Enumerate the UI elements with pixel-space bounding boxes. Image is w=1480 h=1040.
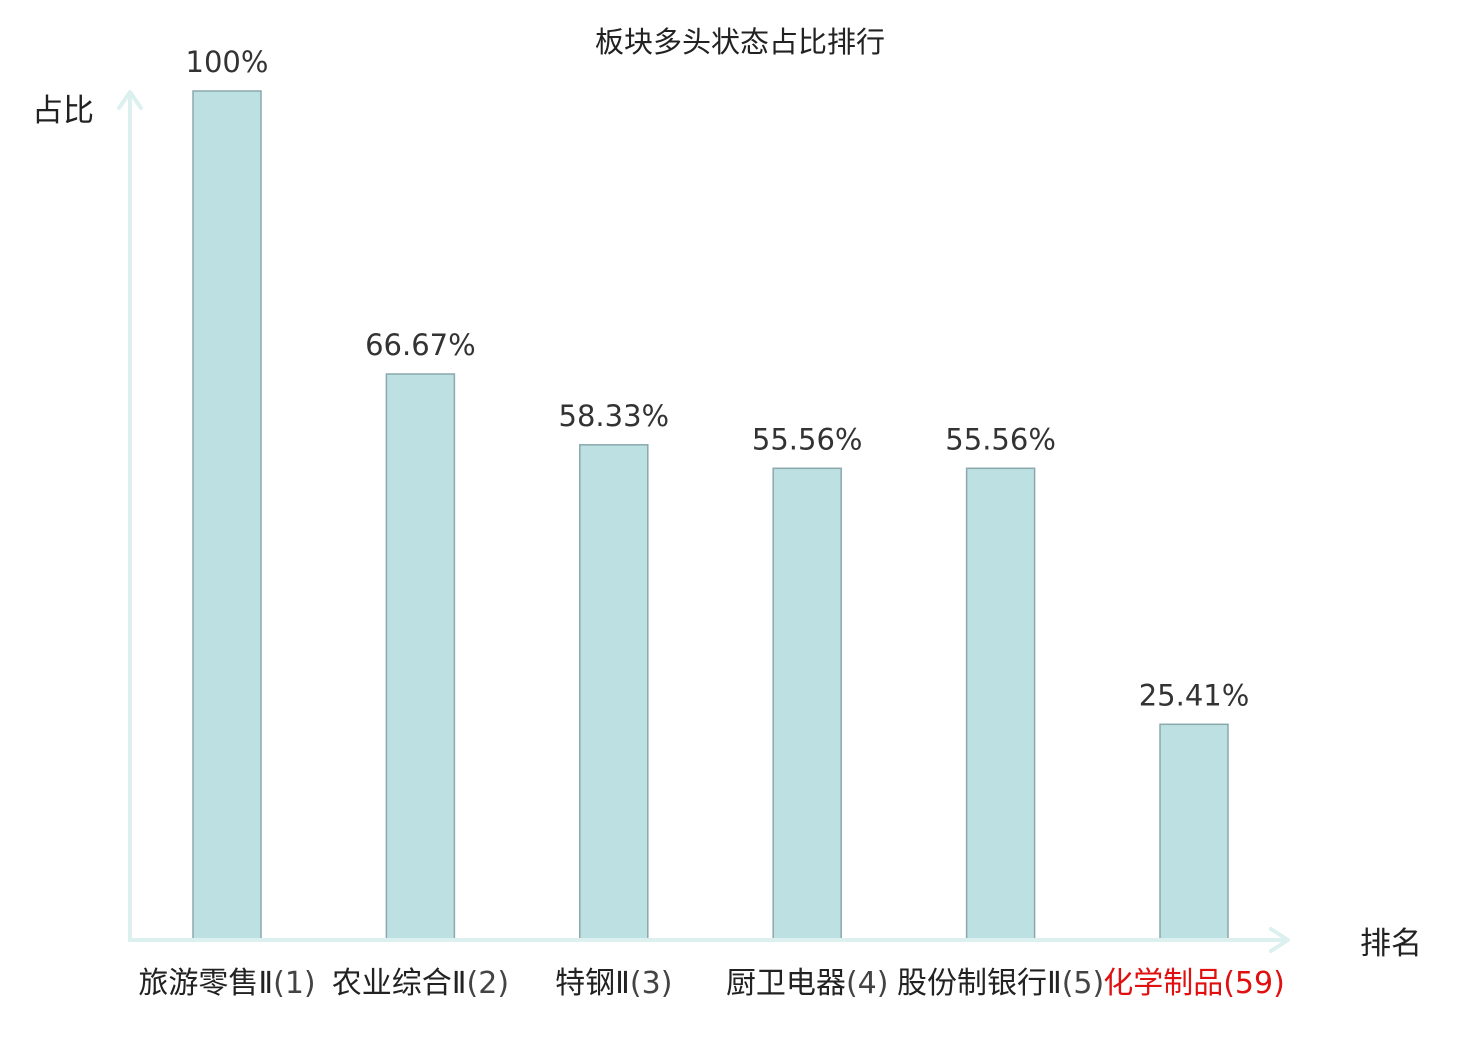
- bar-5: [965, 467, 1036, 941]
- x-tick-label-4: 厨卫电器(4): [726, 966, 889, 1001]
- axes-group: [117, 90, 1290, 953]
- value-label-1: 100%: [186, 45, 269, 79]
- value-label-4: 55.56%: [752, 422, 863, 456]
- x-axis-arrow-icon: [1269, 927, 1290, 953]
- x-tick-label-2: 农业综合Ⅱ(2): [332, 966, 509, 1001]
- value-label-6: 25.41%: [1139, 678, 1250, 712]
- value-label-3: 58.33%: [559, 399, 670, 433]
- x-tick-label-6: 化学制品(59): [1103, 966, 1285, 1001]
- x-tick-label-3: 特钢Ⅱ(3): [555, 966, 672, 1001]
- x-tick-labels-group: 旅游零售Ⅱ(1) 农业综合Ⅱ(2) 特钢Ⅱ(3) 厨卫电器(4) 股份制银行Ⅱ(5)化学…: [138, 966, 1284, 1001]
- bar-4: [772, 467, 842, 941]
- bars-group: [192, 90, 1229, 941]
- value-label-5: 55.56%: [945, 422, 1056, 456]
- bar-1: [192, 90, 262, 941]
- y-axis-label: 占比: [32, 93, 94, 129]
- y-axis-arrow-icon: [117, 90, 143, 110]
- value-label-2: 66.67%: [365, 328, 476, 362]
- x-tick-label-5: 股份制银行Ⅱ(5): [897, 966, 1104, 1001]
- bar-2: [385, 373, 456, 941]
- value-labels-group: 100% 66.67% 58.33% 55.56% 55.56% 25.41%: [186, 45, 1250, 712]
- x-axis-label: 排名: [1360, 926, 1422, 962]
- x-tick-label-1: 旅游零售Ⅱ(1): [138, 966, 315, 1001]
- bar-6: [1159, 723, 1229, 941]
- bar-3: [579, 444, 649, 941]
- chart-title: 板块多头状态占比排行: [595, 25, 885, 59]
